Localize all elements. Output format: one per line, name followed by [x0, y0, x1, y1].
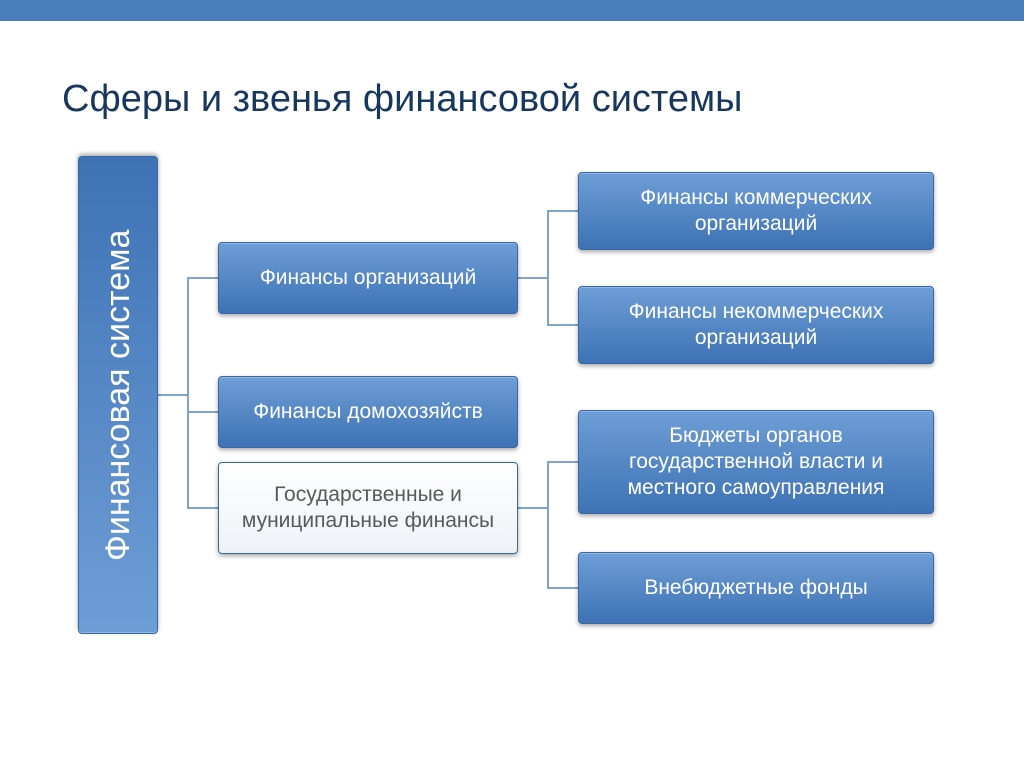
node-leaf-4: Внебюджетные фонды — [578, 552, 934, 624]
node-mid-3: Государственные и муниципальные финансы — [218, 462, 518, 554]
slide-title: Сферы и звенья финансовой системы — [62, 78, 742, 121]
slide: Сферы и звенья финансовой системы Финанс… — [0, 0, 1024, 767]
node-leaf-2: Финансы некоммерческих организаций — [578, 286, 934, 364]
node-leaf-1: Финансы коммерческих организаций — [578, 172, 934, 250]
node-mid-2: Финансы домохозяйств — [218, 376, 518, 448]
node-root: Финансовая система — [78, 156, 158, 634]
node-mid-1: Финансы организаций — [218, 242, 518, 314]
node-leaf-3: Бюджеты органов государственной власти и… — [578, 410, 934, 514]
top-band — [0, 0, 1024, 21]
